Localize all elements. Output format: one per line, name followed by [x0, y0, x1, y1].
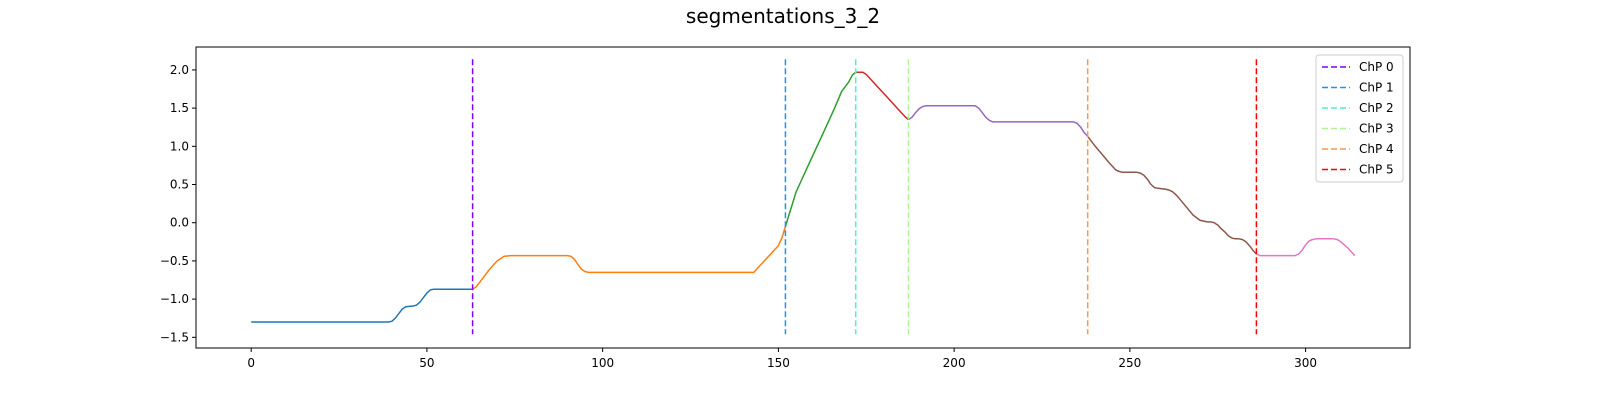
x-tick-label: 0	[247, 356, 255, 370]
legend-label: ChP 0	[1359, 60, 1394, 74]
series-line-2	[784, 71, 857, 227]
series-line-6	[1256, 238, 1356, 257]
y-tick-label: −1.0	[160, 292, 189, 306]
legend-label: ChP 2	[1359, 101, 1394, 115]
changepoint-layer	[471, 59, 1258, 335]
series-layer	[251, 71, 1356, 323]
series-line-5	[1087, 135, 1257, 255]
x-tick-label: 250	[1118, 356, 1141, 370]
y-tick-label: −1.5	[160, 330, 189, 344]
y-tick-label: 1.5	[170, 101, 189, 115]
series-line-3	[855, 71, 909, 121]
legend: ChP 0 ChP 1 ChP 2 ChP 3 ChP 4 ChP 5	[1315, 54, 1404, 183]
chart-title: segmentations_3_2	[686, 4, 880, 28]
x-tick-label: 300	[1294, 356, 1317, 370]
series-line-1	[472, 226, 787, 290]
legend-label: ChP 4	[1359, 142, 1394, 156]
series-line-4	[907, 105, 1089, 137]
x-axis: 0 50 100 150 200 250 300	[247, 348, 1317, 370]
series-line-0	[251, 288, 473, 323]
y-axis: −1.5 −1.0 −0.5 0.0 0.5 1.0 1.5 2.0	[160, 63, 196, 344]
x-tick-label: 100	[591, 356, 614, 370]
x-tick-label: 50	[419, 356, 434, 370]
y-tick-label: 0.5	[170, 178, 189, 192]
legend-box	[1315, 54, 1404, 183]
y-tick-label: 2.0	[170, 63, 189, 77]
legend-label: ChP 5	[1359, 163, 1394, 177]
legend-label: ChP 1	[1359, 81, 1394, 95]
x-tick-label: 150	[767, 356, 790, 370]
x-tick-label: 200	[943, 356, 966, 370]
y-tick-label: 0.0	[170, 216, 189, 230]
plot-frame	[195, 46, 1411, 349]
legend-label: ChP 3	[1359, 122, 1394, 136]
y-tick-label: −0.5	[160, 254, 189, 268]
y-tick-label: 1.0	[170, 139, 189, 153]
